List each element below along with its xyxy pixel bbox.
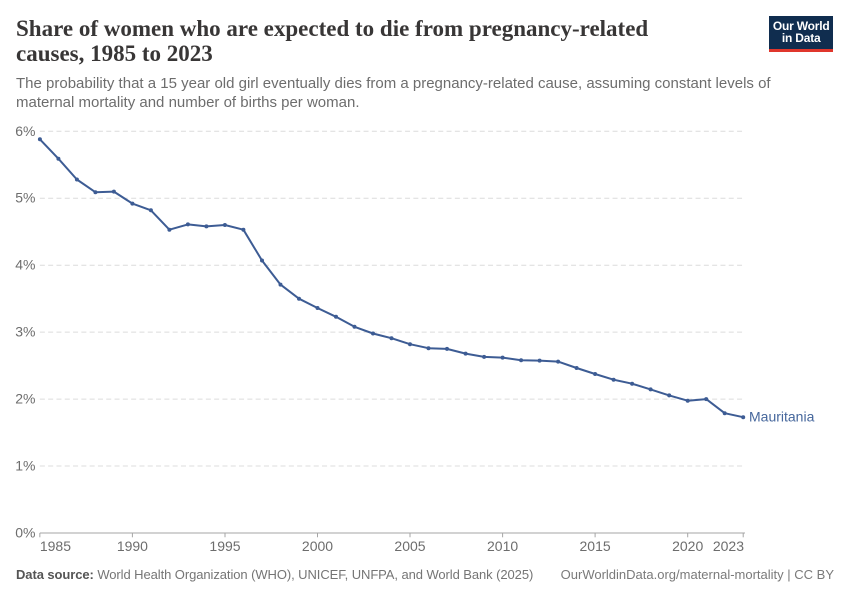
svg-text:0%: 0% [15, 525, 35, 541]
svg-text:1995: 1995 [209, 538, 240, 554]
svg-text:2%: 2% [15, 391, 35, 407]
svg-text:2010: 2010 [487, 538, 518, 554]
svg-text:2000: 2000 [302, 538, 333, 554]
svg-text:2020: 2020 [672, 538, 703, 554]
svg-text:6%: 6% [15, 123, 35, 139]
svg-text:1990: 1990 [117, 538, 148, 554]
svg-text:1985: 1985 [40, 538, 71, 554]
svg-text:1%: 1% [15, 458, 35, 474]
svg-text:2023: 2023 [713, 538, 744, 554]
svg-text:2015: 2015 [580, 538, 611, 554]
svg-text:4%: 4% [15, 257, 35, 273]
svg-text:2005: 2005 [394, 538, 425, 554]
svg-text:Mauritania: Mauritania [749, 409, 815, 425]
svg-text:5%: 5% [15, 190, 35, 206]
svg-text:3%: 3% [15, 324, 35, 340]
